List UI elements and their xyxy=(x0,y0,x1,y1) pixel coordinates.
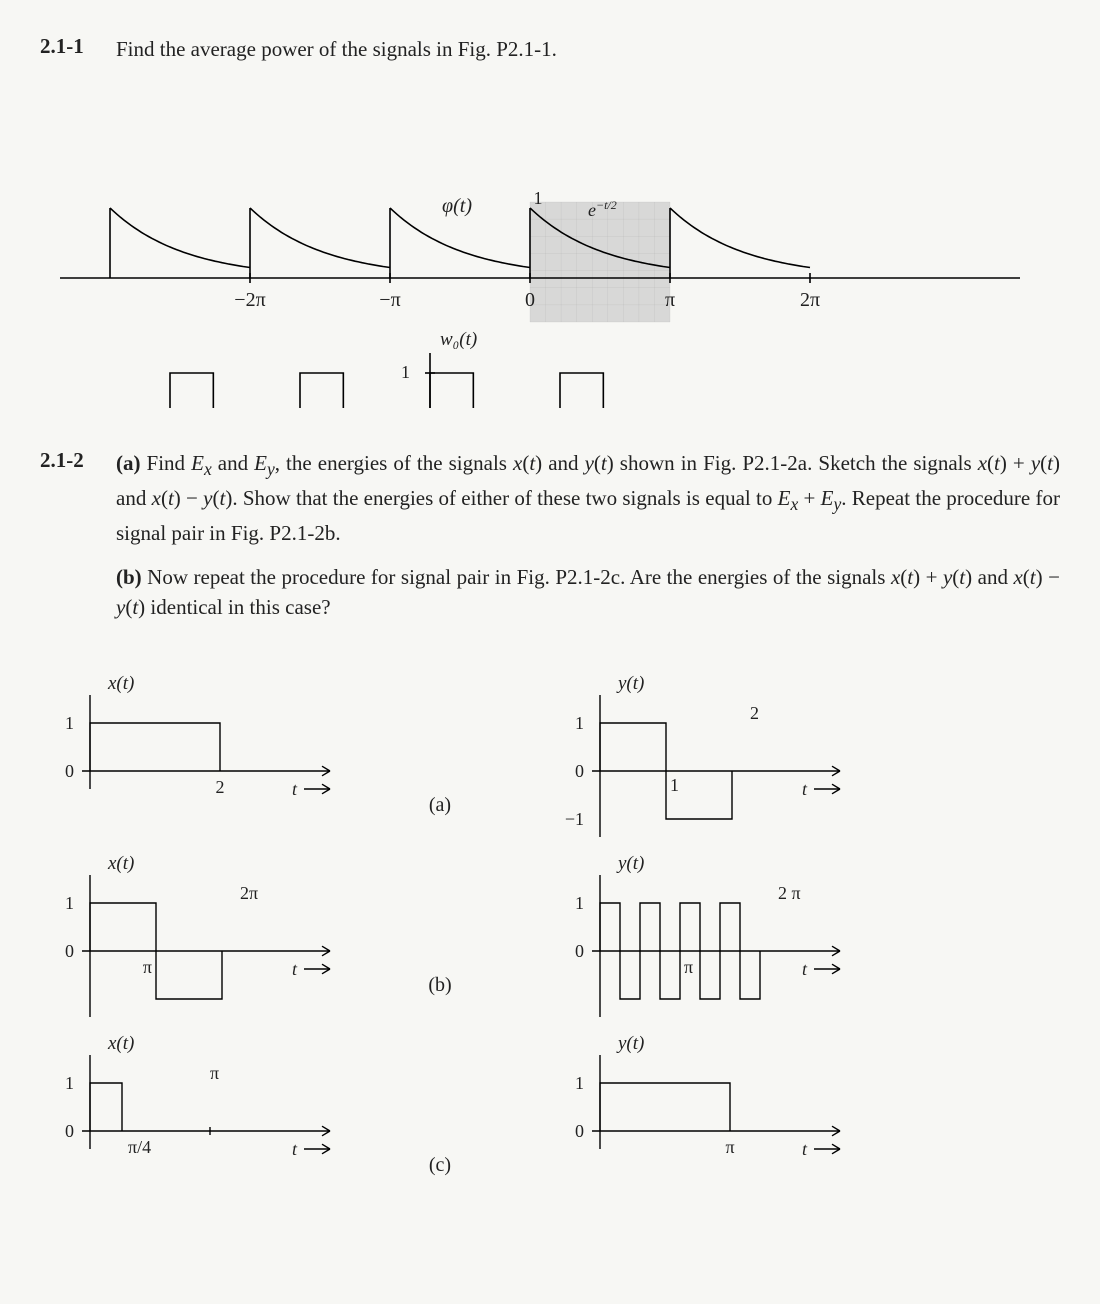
svg-text:y(t): y(t) xyxy=(616,853,644,874)
svg-text:1: 1 xyxy=(534,188,543,208)
svg-text:π: π xyxy=(725,1137,734,1157)
svg-text:x(t): x(t) xyxy=(107,1033,134,1054)
svg-text:0: 0 xyxy=(65,761,74,781)
svg-text:2: 2 xyxy=(750,703,759,723)
svg-text:t: t xyxy=(802,1139,808,1159)
problem-part-b: (b) Now repeat the procedure for signal … xyxy=(116,562,1060,623)
svg-text:2π: 2π xyxy=(800,289,820,311)
problem-text: Find the average power of the signals in… xyxy=(116,34,557,78)
svg-text:π: π xyxy=(665,289,675,311)
svg-text:0: 0 xyxy=(575,941,584,961)
svg-text:y(t): y(t) xyxy=(616,1033,644,1054)
svg-text:t: t xyxy=(292,959,298,979)
svg-text:π: π xyxy=(210,1063,219,1083)
svg-text:(a): (a) xyxy=(429,794,451,816)
svg-text:−π: −π xyxy=(379,289,400,311)
figure-p2-1-1-svg: −2π−π0π2πφ(t)1e−t/2w₀(t)1−1−T₀T₀2T₀t xyxy=(40,98,1060,408)
svg-text:t: t xyxy=(292,779,298,799)
figure-p2-1-1: −2π−π0π2πφ(t)1e−t/2w₀(t)1−1−T₀T₀2T₀t xyxy=(40,98,1060,408)
svg-text:t: t xyxy=(802,779,808,799)
svg-text:0: 0 xyxy=(575,761,584,781)
svg-text:y(t): y(t) xyxy=(616,673,644,694)
svg-text:x(t): x(t) xyxy=(107,673,134,694)
svg-text:w₀(t): w₀(t) xyxy=(440,329,477,350)
svg-text:0: 0 xyxy=(575,1121,584,1141)
svg-text:1: 1 xyxy=(401,362,410,382)
svg-text:π: π xyxy=(143,957,152,977)
svg-text:(b): (b) xyxy=(428,974,451,996)
svg-text:1: 1 xyxy=(65,893,74,913)
problem-number: 2.1-1 xyxy=(40,34,102,59)
svg-text:1: 1 xyxy=(575,713,584,733)
svg-text:π/4: π/4 xyxy=(128,1137,151,1157)
figure-p2-1-2: x(t) 0 1 t 2 y(t) 0 1 t −1 1 2 (a) x(t) 0 1 t 2π π y(t) 0 1 t π… xyxy=(40,647,1060,1207)
problem-part-a: (a) Find Ex and Ey, the energies of the … xyxy=(116,448,1060,548)
svg-text:t: t xyxy=(802,959,808,979)
problem-2-1-2: 2.1-2 (a) Find Ex and Ey, the energies o… xyxy=(40,448,1060,636)
svg-text:π: π xyxy=(684,957,693,977)
svg-text:2π: 2π xyxy=(240,883,258,903)
svg-text:φ(t): φ(t) xyxy=(442,195,472,217)
problem-number: 2.1-2 xyxy=(40,448,102,473)
svg-text:−1: −1 xyxy=(565,809,584,829)
svg-text:−2π: −2π xyxy=(234,289,265,311)
svg-text:0: 0 xyxy=(65,1121,74,1141)
problem-text-line: Find the average power of the signals in… xyxy=(116,34,557,64)
svg-text:1: 1 xyxy=(65,1073,74,1093)
svg-text:2 π: 2 π xyxy=(778,883,801,903)
problem-2-1-1: 2.1-1 Find the average power of the sign… xyxy=(40,34,1060,78)
svg-text:(c): (c) xyxy=(429,1154,451,1176)
svg-text:0: 0 xyxy=(65,941,74,961)
page: 2.1-1 Find the average power of the sign… xyxy=(0,0,1100,1304)
svg-text:1: 1 xyxy=(575,893,584,913)
svg-text:t: t xyxy=(292,1139,298,1159)
svg-text:1: 1 xyxy=(670,775,679,795)
problem-text: (a) Find Ex and Ey, the energies of the … xyxy=(116,448,1060,636)
svg-text:1: 1 xyxy=(575,1073,584,1093)
figure-p2-1-2-svg: x(t) 0 1 t 2 y(t) 0 1 t −1 1 2 (a) x(t) 0 1 t 2π π y(t) 0 1 t π… xyxy=(40,647,1060,1207)
svg-text:x(t): x(t) xyxy=(107,853,134,874)
svg-text:0: 0 xyxy=(525,289,535,311)
svg-text:1: 1 xyxy=(65,713,74,733)
svg-text:2: 2 xyxy=(216,777,225,797)
